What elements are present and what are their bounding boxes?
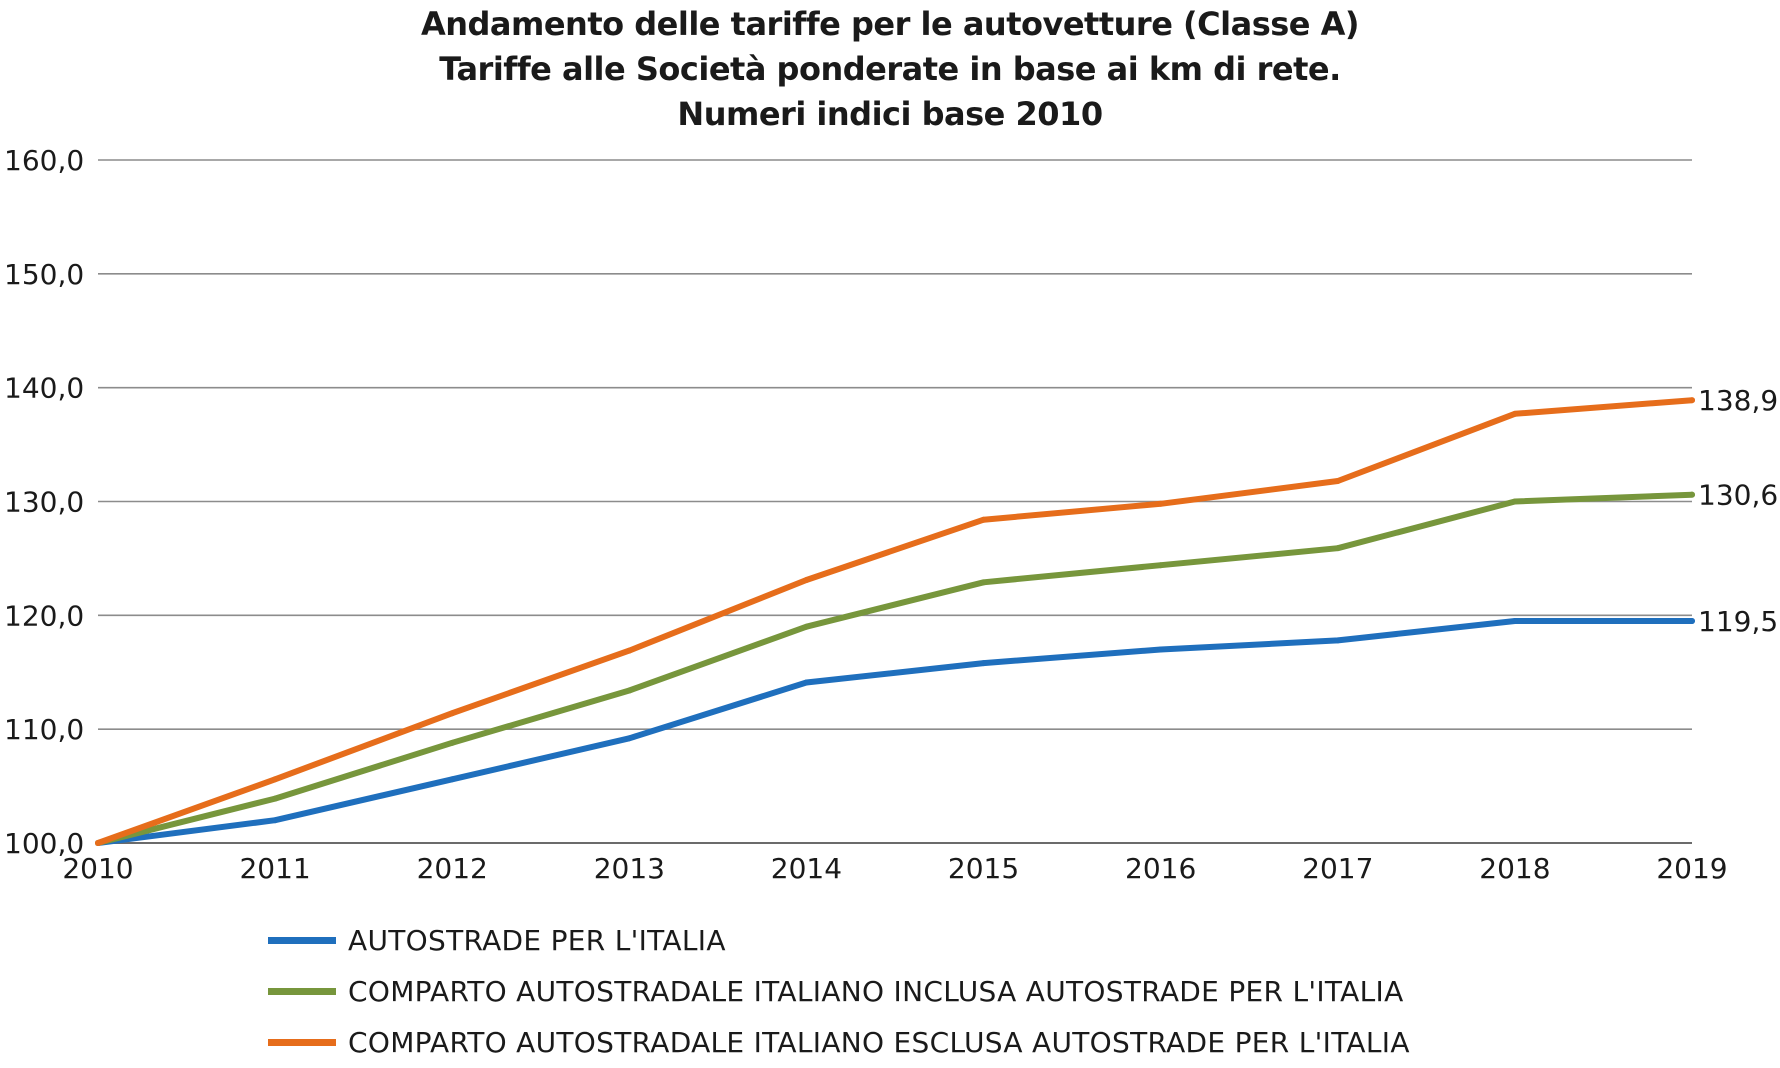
y-tick-label: 160,0 <box>4 144 84 177</box>
series-lines <box>95 397 1695 846</box>
data-point <box>1157 646 1164 653</box>
x-tick-label: 2018 <box>1479 852 1550 885</box>
data-point <box>449 710 456 717</box>
data-point <box>95 840 101 846</box>
series-line-1 <box>95 491 1695 846</box>
data-point <box>980 579 987 586</box>
x-tick-label: 2010 <box>62 852 133 885</box>
legend-label-comparto-esclusa: COMPARTO AUTOSTRADALE ITALIANO ESCLUSA A… <box>348 1026 1410 1059</box>
data-point <box>1157 500 1164 507</box>
chart-title-line-2: Tariffe alle Società ponderate in base a… <box>439 50 1341 88</box>
y-tick-label: 140,0 <box>4 372 84 405</box>
data-point <box>980 516 987 523</box>
x-tick-label: 2017 <box>1302 852 1373 885</box>
end-value-label-1: 130,6 <box>1698 479 1778 512</box>
legend-swatch-autostrade <box>268 937 336 944</box>
y-tick-label: 110,0 <box>4 713 84 746</box>
data-point <box>803 679 810 686</box>
x-tick-label: 2012 <box>417 852 488 885</box>
legend-item-comparto-esclusa[interactable]: COMPARTO AUTOSTRADALE ITALIANO ESCLUSA A… <box>268 1017 1410 1068</box>
data-point <box>1511 618 1518 625</box>
data-point <box>1157 562 1164 569</box>
x-tick-label: 2014 <box>771 852 842 885</box>
series-line-0 <box>95 618 1695 846</box>
legend-item-autostrade[interactable]: AUTOSTRADE PER L'ITALIA <box>268 915 1410 966</box>
x-tick-label: 2019 <box>1656 852 1727 885</box>
chart-title-line-1: Andamento delle tariffe per le autovettu… <box>420 5 1360 43</box>
data-point <box>1334 478 1341 485</box>
chart-title: Andamento delle tariffe per le autovettu… <box>0 2 1780 137</box>
legend-swatch-comparto-inclusa <box>268 988 336 995</box>
data-point <box>803 577 810 584</box>
x-tick-label: 2011 <box>239 852 310 885</box>
y-tick-label: 150,0 <box>4 258 84 291</box>
data-point <box>449 739 456 746</box>
y-axis-tick-labels: 100,0 110,0 120,0 130,0 140,0 150,0 160,0 <box>4 144 84 860</box>
data-point <box>803 623 810 630</box>
data-point <box>1511 410 1518 417</box>
y-tick-label: 120,0 <box>4 599 84 632</box>
data-point <box>626 647 633 654</box>
data-point <box>626 687 633 694</box>
end-value-label-0: 119,5 <box>1698 605 1778 638</box>
x-tick-label: 2013 <box>594 852 665 885</box>
data-point <box>1334 637 1341 644</box>
data-point <box>449 776 456 783</box>
legend-label-comparto-inclusa: COMPARTO AUTOSTRADALE ITALIANO INCLUSA A… <box>348 975 1404 1008</box>
end-value-label-2: 138,9 <box>1698 384 1778 417</box>
data-point <box>272 795 279 802</box>
legend-label-autostrade: AUTOSTRADE PER L'ITALIA <box>348 924 726 957</box>
data-point <box>272 817 279 824</box>
chart-title-line-3: Numeri indici base 2010 <box>677 95 1103 133</box>
data-point <box>1334 545 1341 552</box>
x-tick-label: 2015 <box>948 852 1019 885</box>
end-value-labels: 119,5 130,6 138,9 <box>1698 384 1778 638</box>
y-tick-label: 100,0 <box>4 827 84 860</box>
series-line-2 <box>95 397 1695 846</box>
legend-swatch-comparto-esclusa <box>268 1039 336 1046</box>
legend: AUTOSTRADE PER L'ITALIA COMPARTO AUTOSTR… <box>268 915 1410 1068</box>
data-point <box>1689 397 1695 404</box>
data-point <box>1689 491 1695 498</box>
x-axis-tick-labels: 2010 2011 2012 2013 2014 2015 2016 2017 2018 2019 <box>62 852 1727 885</box>
data-point <box>1511 498 1518 505</box>
data-point <box>1689 618 1695 625</box>
x-tick-label: 2016 <box>1125 852 1196 885</box>
legend-item-comparto-inclusa[interactable]: COMPARTO AUTOSTRADALE ITALIANO INCLUSA A… <box>268 966 1410 1017</box>
gridlines <box>98 159 1692 844</box>
y-tick-label: 130,0 <box>4 486 84 519</box>
data-point <box>626 735 633 742</box>
data-point <box>272 776 279 783</box>
data-point <box>980 660 987 667</box>
